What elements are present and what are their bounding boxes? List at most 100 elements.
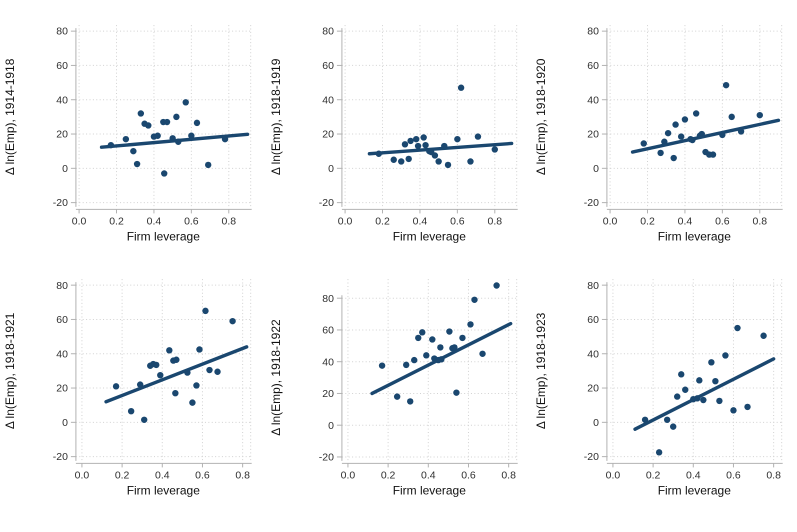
fit-line xyxy=(633,357,776,431)
y-tick-label: 0 xyxy=(593,164,599,175)
y-axis-title: Δ ln(Emp), 1914-1918 xyxy=(3,58,17,175)
y-axis-title: Δ ln(Emp), 1918-1922 xyxy=(269,319,283,436)
x-tick-label: 0.8 xyxy=(753,216,768,227)
data-point xyxy=(656,449,663,456)
data-point xyxy=(193,119,201,127)
x-tick-label: 0.0 xyxy=(603,216,618,227)
data-point xyxy=(700,396,707,404)
x-tick-label: 0.0 xyxy=(72,216,87,227)
data-point xyxy=(214,368,221,375)
data-point xyxy=(665,129,672,137)
data-point xyxy=(173,113,180,121)
data-point xyxy=(422,352,430,359)
y-axis-title: Δ ln(Emp), 1918-1920 xyxy=(534,58,548,175)
x-tick-label: 0.4 xyxy=(678,216,693,227)
data-point xyxy=(130,147,137,155)
y-tick-label: 80 xyxy=(588,281,600,292)
data-point xyxy=(422,141,429,149)
scatter-chart-1918-1921: -20 0 20 40 60 80 0.0 0.2 0.4 0.6 0.8 Firm leverage… xyxy=(3,279,252,497)
y-tick-label: 60 xyxy=(56,61,68,72)
data-point xyxy=(728,113,736,121)
x-tick-label: 0.4 xyxy=(421,470,436,481)
data-point xyxy=(452,389,460,396)
data-point xyxy=(157,371,164,379)
y-tick-label: 60 xyxy=(322,326,334,337)
data-point xyxy=(412,135,420,143)
fit-line xyxy=(631,118,781,154)
panel-1918-1920: -20 0 20 40 60 80 0.0 0.2 0.4 0.6 0.8 Firm leverage… xyxy=(531,0,797,266)
data-point xyxy=(693,110,700,117)
data-point xyxy=(188,132,195,139)
data-point xyxy=(466,321,474,328)
y-tick-label: -20 xyxy=(318,198,333,209)
data-point xyxy=(723,81,730,89)
data-point xyxy=(173,356,180,363)
data-point xyxy=(420,134,427,141)
data-point xyxy=(137,110,145,117)
y-tick-label: -20 xyxy=(318,453,333,464)
y-axis-title: Δ ln(Emp), 1918-1919 xyxy=(269,58,283,175)
x-tick-label: 0.4 xyxy=(147,216,162,227)
scatter-chart-1918-1920: -20 0 20 40 60 80 0.0 0.2 0.4 0.6 0.8 Firm leverage… xyxy=(534,25,784,243)
x-tick-label: 0.0 xyxy=(606,470,621,481)
data-point xyxy=(196,346,203,353)
y-tick-label: 0 xyxy=(62,164,68,175)
fit-line xyxy=(104,345,249,404)
data-point xyxy=(474,133,481,140)
data-point xyxy=(458,334,466,342)
data-point xyxy=(407,137,414,145)
data-point xyxy=(166,347,173,354)
x-tick-label: 0.0 xyxy=(340,470,355,481)
data-point xyxy=(390,156,397,163)
fit-line xyxy=(99,132,250,149)
panel-1914-1918: -20 0 20 40 60 80 0.0 0.2 0.4 0.6 0.8 Firm leverage… xyxy=(0,0,266,266)
data-point xyxy=(431,152,438,159)
y-tick-label: 0 xyxy=(593,418,599,429)
data-point xyxy=(428,336,436,343)
data-point xyxy=(154,132,161,139)
data-point xyxy=(672,121,680,128)
x-axis-title: Firm leverage xyxy=(658,483,732,497)
y-tick-label: 20 xyxy=(588,384,600,395)
data-point xyxy=(133,160,141,168)
y-tick-label: 40 xyxy=(56,349,68,360)
y-tick-label: 60 xyxy=(322,61,334,72)
x-axis-title: Firm leverage xyxy=(127,229,201,243)
data-point xyxy=(153,361,160,369)
data-point xyxy=(491,146,498,153)
y-tick-label: 0 xyxy=(328,164,334,175)
data-point xyxy=(410,356,418,364)
x-tick-label: 0.8 xyxy=(487,216,502,227)
y-tick-label: 40 xyxy=(588,95,600,106)
data-point xyxy=(189,399,196,406)
x-tick-label: 0.6 xyxy=(450,216,465,227)
y-tick-label: -20 xyxy=(584,198,599,209)
x-axis-title: Firm leverage xyxy=(392,229,466,243)
x-tick-label: 0.8 xyxy=(222,216,237,227)
data-point xyxy=(670,423,677,430)
data-point xyxy=(182,99,189,106)
x-tick-label: 0.6 xyxy=(195,470,210,481)
y-tick-label: -20 xyxy=(53,198,68,209)
data-point xyxy=(397,158,405,165)
data-point xyxy=(414,334,422,342)
data-point xyxy=(436,344,444,351)
y-tick-label: 80 xyxy=(56,27,68,38)
data-point xyxy=(145,122,152,129)
y-tick-label: 40 xyxy=(322,95,334,106)
data-point xyxy=(418,329,426,336)
scatter-chart-1918-1922: -20 0 20 40 60 80 0.0 0.2 0.4 0.6 0.8 Firm leverage… xyxy=(269,279,518,497)
panel-1918-1919: -20 0 20 40 60 80 0.0 0.2 0.4 0.6 0.8 Firm leverage… xyxy=(266,0,532,266)
x-tick-label: 0.2 xyxy=(380,470,395,481)
x-tick-label: 0.6 xyxy=(715,216,730,227)
data-point xyxy=(466,158,474,165)
data-point xyxy=(163,118,171,126)
data-point xyxy=(450,344,458,351)
x-axis-title: Firm leverage xyxy=(658,229,732,243)
data-point xyxy=(734,324,742,332)
data-point xyxy=(478,350,486,357)
fit-line xyxy=(369,321,513,396)
data-point xyxy=(674,393,681,400)
y-tick-label: 0 xyxy=(62,418,68,429)
